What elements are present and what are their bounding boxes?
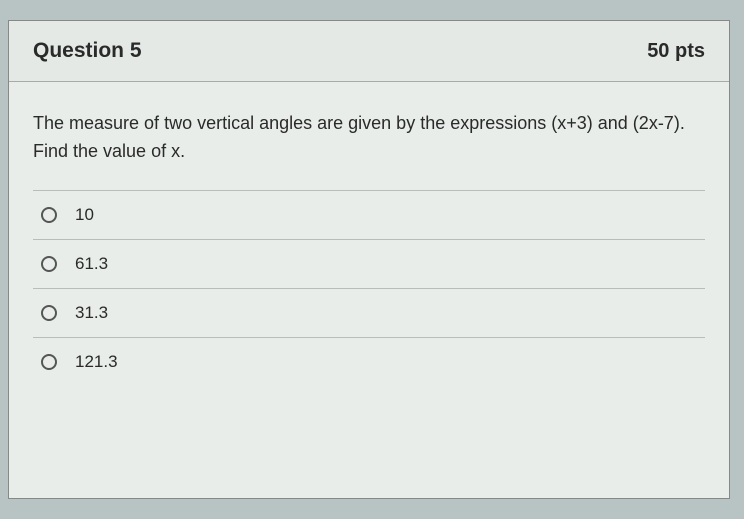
question-card: Question 5 50 pts The measure of two ver… [8, 20, 730, 499]
radio-icon [41, 354, 57, 370]
question-body: The measure of two vertical angles are g… [9, 82, 729, 498]
option-row-3[interactable]: 121.3 [33, 338, 705, 386]
option-label: 61.3 [75, 254, 108, 274]
radio-icon [41, 207, 57, 223]
question-title: Question 5 [33, 39, 142, 63]
radio-icon [41, 305, 57, 321]
option-label: 31.3 [75, 303, 108, 323]
option-row-2[interactable]: 31.3 [33, 289, 705, 338]
option-label: 10 [75, 205, 94, 225]
question-header: Question 5 50 pts [9, 21, 729, 82]
question-prompt: The measure of two vertical angles are g… [33, 110, 705, 166]
option-label: 121.3 [75, 352, 118, 372]
radio-icon [41, 256, 57, 272]
option-row-0[interactable]: 10 [33, 191, 705, 240]
question-points: 50 pts [647, 40, 705, 63]
option-row-1[interactable]: 61.3 [33, 240, 705, 289]
options-list: 10 61.3 31.3 121.3 [33, 190, 705, 386]
